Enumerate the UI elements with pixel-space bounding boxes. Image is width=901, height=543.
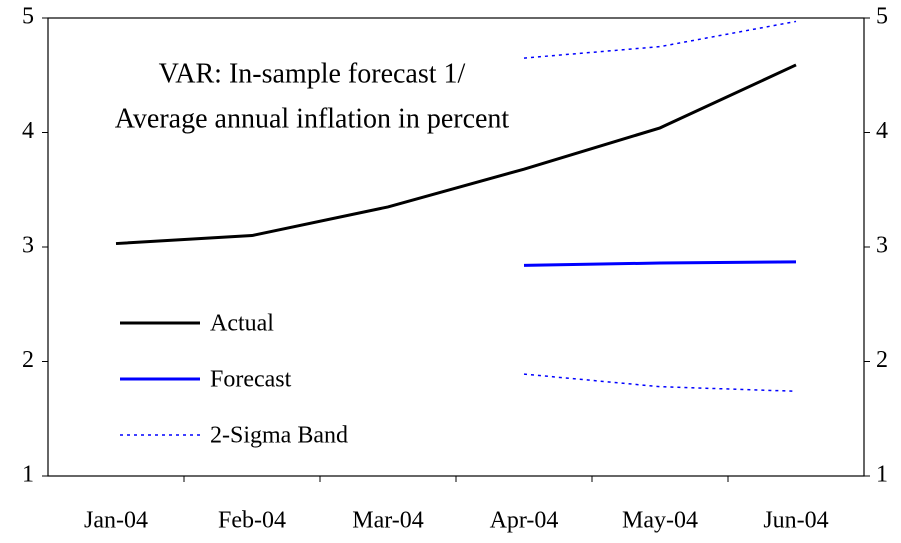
x-tick-label: Jun-04 xyxy=(763,508,828,534)
y2-tick-label: 1 xyxy=(876,462,888,488)
legend-label: 2-Sigma Band xyxy=(210,423,348,449)
series-line xyxy=(523,260,797,267)
series-line xyxy=(523,20,797,59)
y-tick-label: 1 xyxy=(22,462,34,488)
y2-tick-label: 3 xyxy=(876,233,888,259)
x-tick-label: Apr-04 xyxy=(490,508,559,534)
x-tick-label: Feb-04 xyxy=(218,508,286,534)
series-line xyxy=(115,63,797,246)
y2-tick-label: 4 xyxy=(876,118,888,144)
y-tick-label: 5 xyxy=(22,4,34,30)
y-tick-label: 4 xyxy=(22,118,34,144)
y-tick-label: 2 xyxy=(22,347,34,373)
legend-label: Forecast xyxy=(210,367,292,393)
x-tick-label: Jan-04 xyxy=(84,508,148,534)
chart-subtitle: Average annual inflation in percent xyxy=(115,103,510,134)
chart-title: VAR: In-sample forecast 1/ xyxy=(159,58,466,89)
y2-tick-label: 2 xyxy=(876,347,888,373)
x-tick-label: May-04 xyxy=(622,508,698,534)
y-tick-label: 3 xyxy=(22,233,34,259)
y2-tick-label: 5 xyxy=(876,4,888,30)
x-tick-label: Mar-04 xyxy=(352,508,424,534)
series-line-lower xyxy=(523,373,797,393)
legend-label: Actual xyxy=(210,311,274,337)
